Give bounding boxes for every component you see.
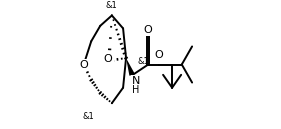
Text: &1: &1 xyxy=(82,112,94,121)
Text: O: O xyxy=(79,59,88,70)
Text: O: O xyxy=(154,50,163,61)
Text: O: O xyxy=(104,54,113,64)
Text: N: N xyxy=(132,76,140,86)
Polygon shape xyxy=(126,58,135,76)
Text: H: H xyxy=(132,85,140,95)
Text: &1: &1 xyxy=(106,1,118,10)
Text: O: O xyxy=(144,25,153,35)
Text: &1: &1 xyxy=(138,57,150,66)
